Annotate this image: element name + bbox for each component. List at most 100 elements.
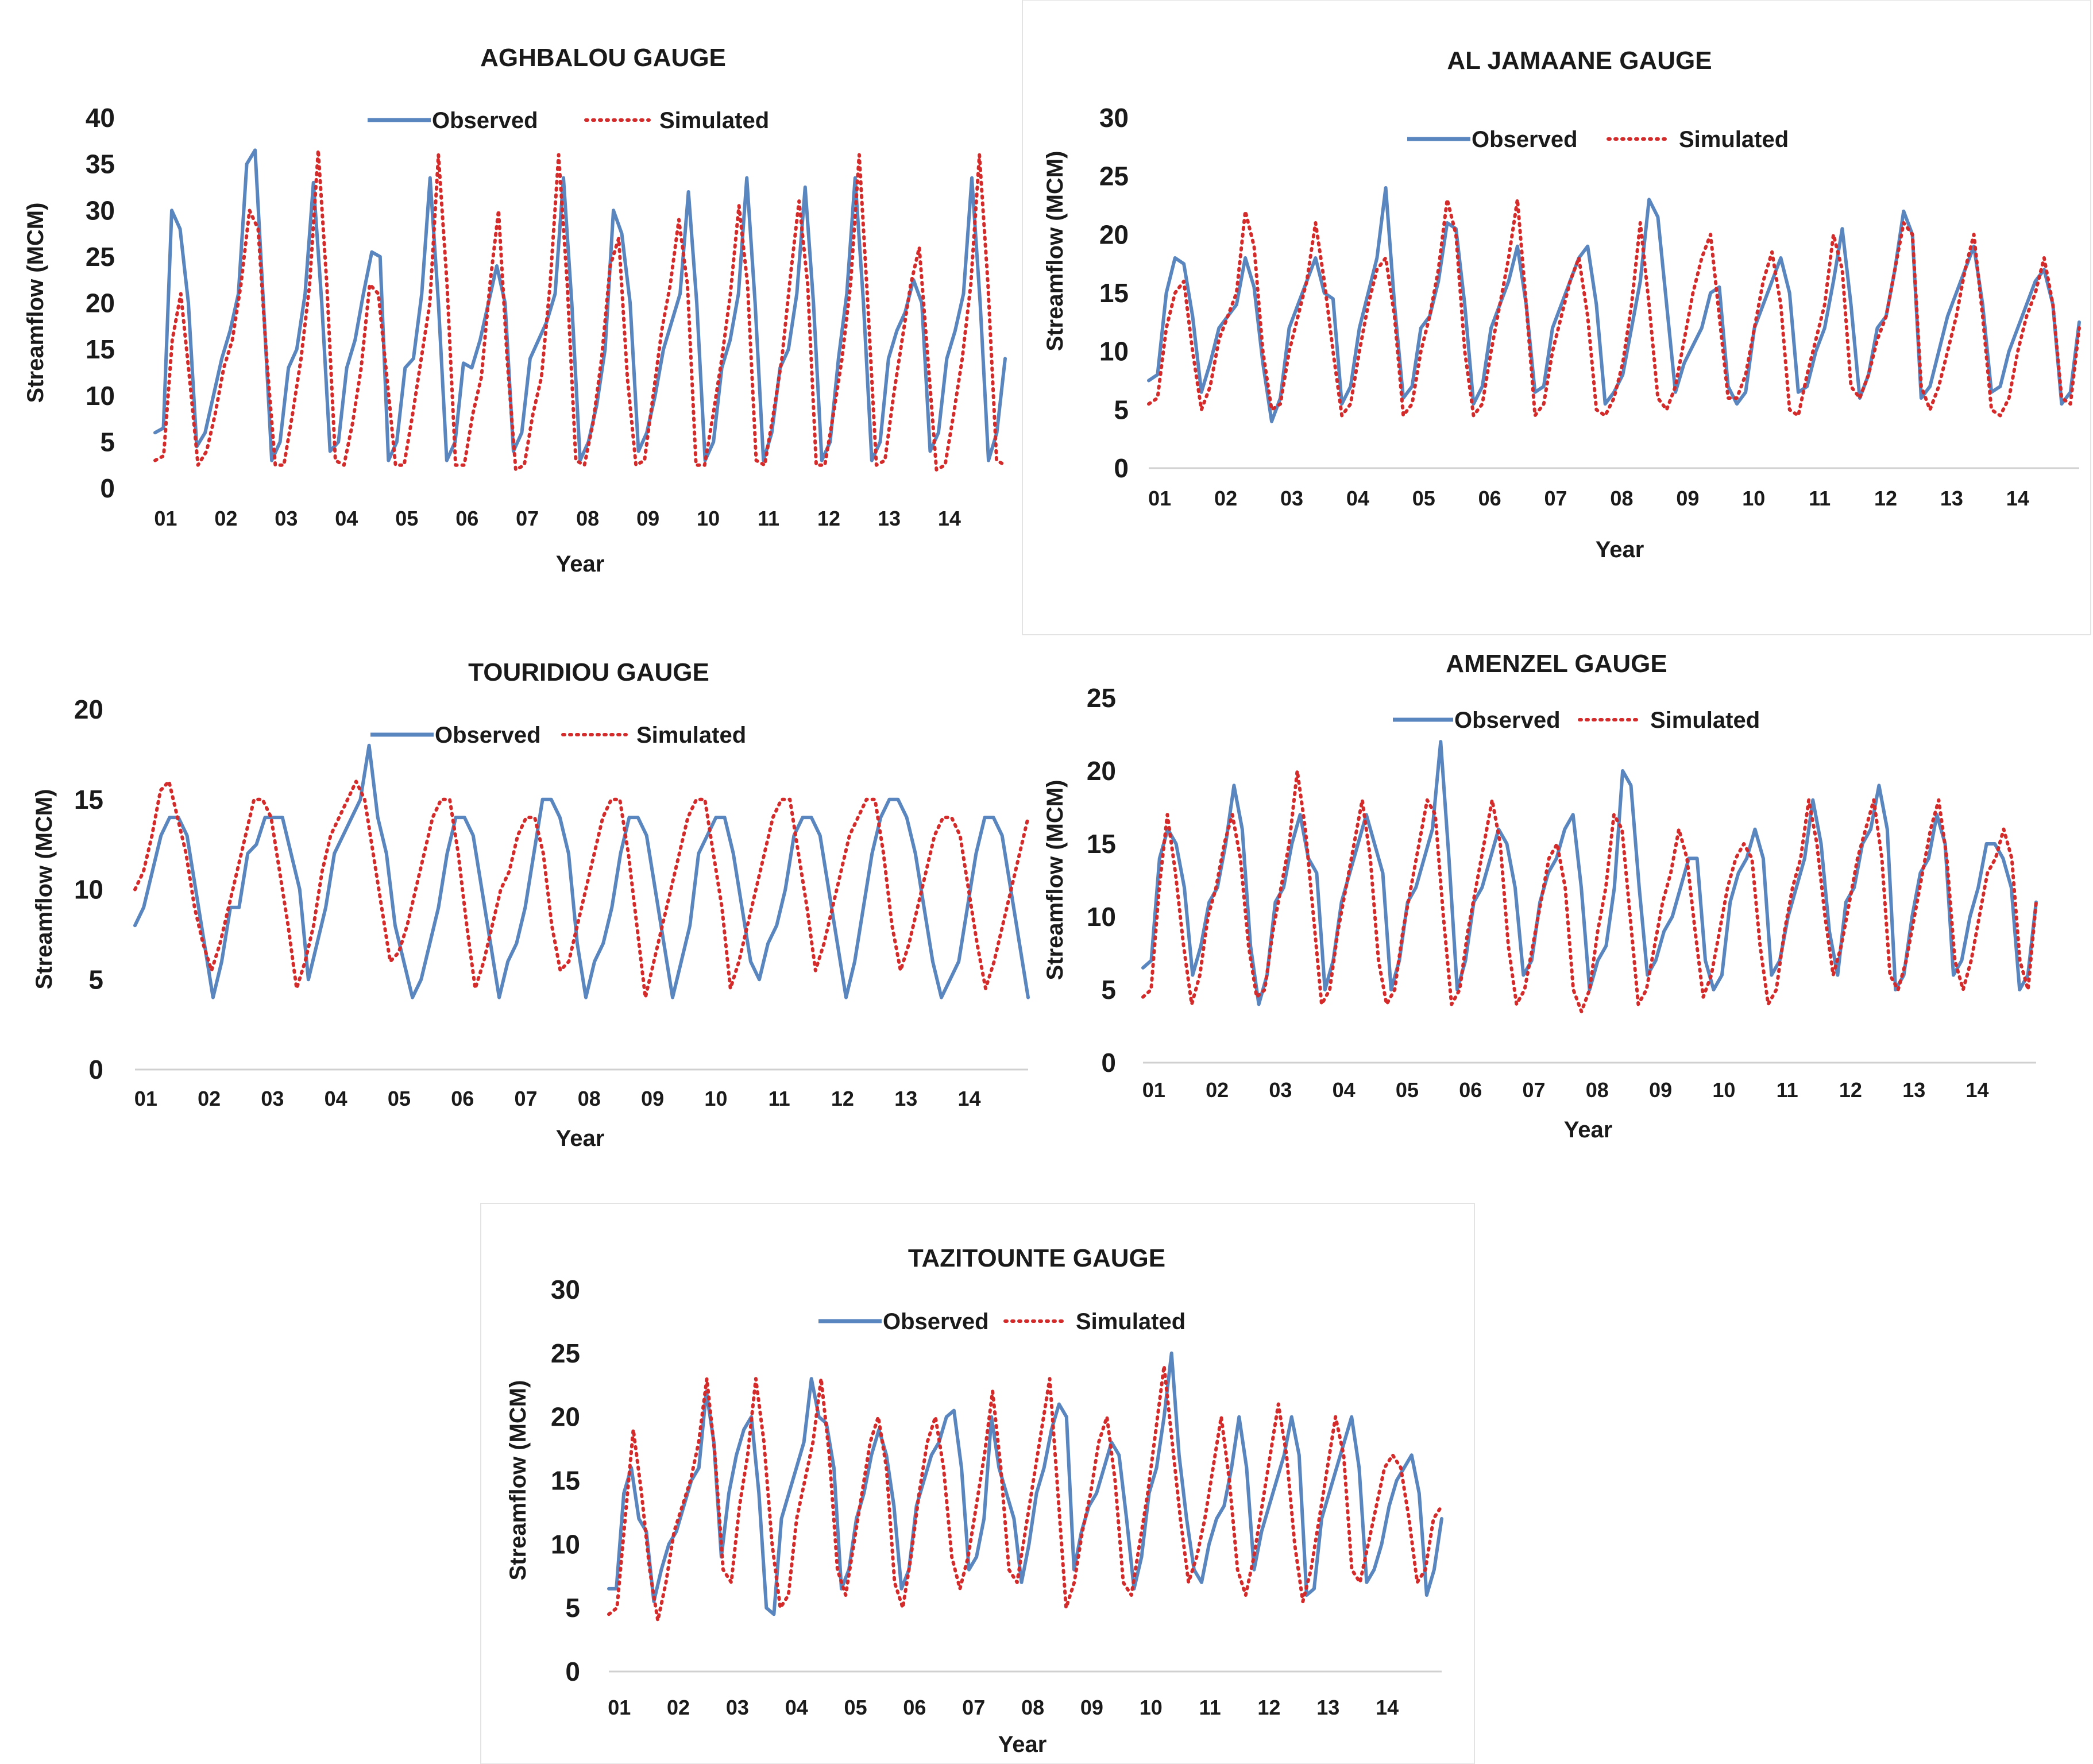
x-tick-label: 13 xyxy=(894,1087,917,1110)
legend: Observed Simulated xyxy=(368,108,769,133)
x-axis-label: Year xyxy=(1596,537,1644,562)
y-tick-label: 0 xyxy=(88,1055,103,1084)
x-tick-label: 13 xyxy=(1940,487,1963,510)
x-tick-label: 14 xyxy=(2006,487,2029,510)
y-axis-label: Streamflow (MCM) xyxy=(505,1380,531,1581)
y-tick-label: 10 xyxy=(74,875,103,905)
simulated-series-line xyxy=(133,779,1030,999)
x-tick-label: 03 xyxy=(1280,487,1303,510)
x-tick-label: 08 xyxy=(1586,1078,1609,1102)
x-tick-label: 11 xyxy=(758,507,779,530)
chart-title: AMENZEL GAUGE xyxy=(1446,650,1667,678)
y-tick-label: 30 xyxy=(551,1275,580,1304)
x-tick-label: 06 xyxy=(1478,487,1501,510)
chart-title: TOURIDIOU GAUGE xyxy=(468,658,709,686)
y-tick-label: 15 xyxy=(1099,278,1129,308)
x-tick-label: 12 xyxy=(1874,487,1897,510)
x-tick-label: 07 xyxy=(1544,487,1567,510)
y-tick-label: 5 xyxy=(1101,975,1116,1005)
x-tick-label: 04 xyxy=(785,1696,808,1719)
legend-simulated-label: Simulated xyxy=(1679,127,1789,152)
y-axis-label: Streamflow (MCM) xyxy=(32,789,57,990)
y-tick-label: 5 xyxy=(1114,395,1129,424)
x-tick-label: 05 xyxy=(1412,487,1435,510)
y-tick-label: 20 xyxy=(86,288,115,318)
x-tick-label: 12 xyxy=(831,1087,854,1110)
y-tick-label: 5 xyxy=(100,427,115,457)
chart-frame xyxy=(480,1203,1475,1764)
x-tick-label: 14 xyxy=(938,507,961,530)
legend-observed-label: Observed xyxy=(1472,127,1578,152)
x-tick-label: 09 xyxy=(1080,1696,1103,1719)
x-tick-label: 07 xyxy=(962,1696,985,1719)
x-tick-label: 12 xyxy=(1839,1078,1862,1102)
x-tick-label: 04 xyxy=(1333,1078,1356,1102)
x-tick-label: 09 xyxy=(1676,487,1699,510)
legend-simulated-label: Simulated xyxy=(1650,708,1760,733)
y-tick-label: 20 xyxy=(74,694,103,724)
x-tick-label: 07 xyxy=(515,1087,538,1110)
y-tick-label: 20 xyxy=(1099,219,1129,249)
legend: Observed Simulated xyxy=(818,1309,1185,1334)
y-tick-label: 25 xyxy=(551,1338,580,1368)
simulated-series-line xyxy=(1147,198,2081,418)
x-tick-label: 14 xyxy=(1965,1078,1988,1102)
y-tick-label: 30 xyxy=(1099,103,1129,133)
x-tick-label: 07 xyxy=(516,507,539,530)
y-tick-label: 15 xyxy=(74,785,103,815)
x-axis-label: Year xyxy=(556,551,605,577)
y-tick-label: 0 xyxy=(1114,453,1129,483)
x-tick-label: 06 xyxy=(455,507,478,530)
x-tick-label: 01 xyxy=(608,1696,631,1719)
x-tick-label: 05 xyxy=(395,507,418,530)
observed-series-line xyxy=(607,1351,1443,1616)
x-tick-label: 08 xyxy=(1021,1696,1044,1719)
x-tick-label: 11 xyxy=(769,1087,790,1110)
x-tick-label: 11 xyxy=(1777,1078,1798,1102)
simulated-series-line xyxy=(1141,769,2038,1014)
x-tick-label: 02 xyxy=(1214,487,1237,510)
x-tick-label: 02 xyxy=(198,1087,221,1110)
x-tick-label: 01 xyxy=(134,1087,157,1110)
x-tick-label: 01 xyxy=(1142,1078,1165,1102)
observed-series-line xyxy=(153,148,1007,462)
x-tick-label: 09 xyxy=(636,507,659,530)
y-tick-label: 30 xyxy=(86,195,115,225)
x-tick-label: 02 xyxy=(214,507,237,530)
x-tick-label: 03 xyxy=(275,507,298,530)
x-tick-label: 10 xyxy=(1742,487,1765,510)
chart-title: AL JAMAANE GAUGE xyxy=(1447,47,1712,75)
y-tick-label: 5 xyxy=(565,1593,580,1623)
simulated-series-line xyxy=(153,148,1007,472)
x-tick-label: 04 xyxy=(335,507,358,530)
x-tick-label: 10 xyxy=(1712,1078,1735,1102)
x-tick-label: 09 xyxy=(641,1087,664,1110)
x-tick-label: 13 xyxy=(1902,1078,1925,1102)
x-tick-label: 12 xyxy=(817,507,840,530)
x-tick-label: 03 xyxy=(1269,1078,1292,1102)
x-tick-label: 04 xyxy=(325,1087,347,1110)
x-tick-label: 02 xyxy=(667,1696,690,1719)
y-tick-label: 10 xyxy=(551,1529,580,1559)
y-tick-label: 25 xyxy=(86,242,115,272)
x-tick-label: 12 xyxy=(1257,1696,1280,1719)
legend-simulated-label: Simulated xyxy=(1076,1309,1185,1334)
x-tick-label: 05 xyxy=(1396,1078,1419,1102)
x-tick-label: 08 xyxy=(576,507,599,530)
x-axis-label: Year xyxy=(556,1126,605,1151)
x-axis-label: Year xyxy=(998,1732,1047,1757)
y-tick-label: 15 xyxy=(1087,829,1116,859)
legend-observed-label: Observed xyxy=(883,1309,989,1334)
x-tick-label: 03 xyxy=(726,1696,749,1719)
y-tick-label: 40 xyxy=(86,103,115,133)
y-axis-label: Streamflow (MCM) xyxy=(1042,780,1068,981)
x-tick-label: 13 xyxy=(878,507,901,530)
x-tick-label: 10 xyxy=(704,1087,727,1110)
observed-series-line xyxy=(133,743,1030,999)
y-tick-label: 5 xyxy=(88,964,103,994)
